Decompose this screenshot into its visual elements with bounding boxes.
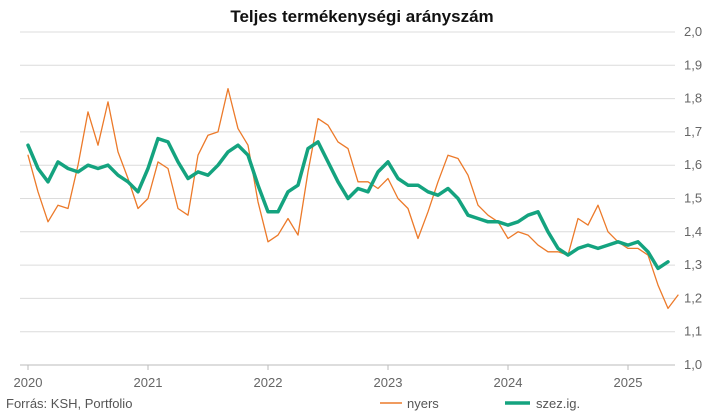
y-tick-label: 1,4 <box>684 224 702 239</box>
plot-series <box>26 87 679 310</box>
y-tick-label: 1,3 <box>684 257 702 272</box>
legend-label-szez: szez.ig. <box>536 396 580 411</box>
x-tick-label: 2025 <box>614 375 643 390</box>
x-tick-label: 2021 <box>134 375 163 390</box>
x-tick-label: 2020 <box>14 375 43 390</box>
y-tick-label: 1,7 <box>684 124 702 139</box>
y-tick-label: 1,5 <box>684 191 702 206</box>
x-tick-label: 2022 <box>254 375 283 390</box>
chart-title: Teljes termékenységi arányszám <box>230 7 493 26</box>
source-note: Forrás: KSH, Portfolio <box>6 396 132 411</box>
series-line-nyers <box>27 87 679 310</box>
y-tick-label: 1,8 <box>684 91 702 106</box>
y-axis: 1,0 1,1 1,2 1,3 1,4 1,5 1,6 1,7 1,8 1,9 2,0 <box>684 24 702 372</box>
y-tick-label: 1,1 <box>684 324 702 339</box>
x-tick-label: 2024 <box>494 375 523 390</box>
y-tick-label: 1,6 <box>684 157 702 172</box>
legend: nyers szez.ig. <box>380 396 580 411</box>
x-axis: 2020 2021 2022 2023 2024 2025 <box>14 365 643 390</box>
y-tick-label: 1,9 <box>684 57 702 72</box>
x-tick-label: 2023 <box>374 375 403 390</box>
series-line-szez <box>26 136 670 271</box>
legend-label-nyers: nyers <box>407 396 439 411</box>
y-tick-label: 2,0 <box>684 24 702 39</box>
y-tick-label: 1,2 <box>684 290 702 305</box>
y-tick-label: 1,0 <box>684 357 702 372</box>
